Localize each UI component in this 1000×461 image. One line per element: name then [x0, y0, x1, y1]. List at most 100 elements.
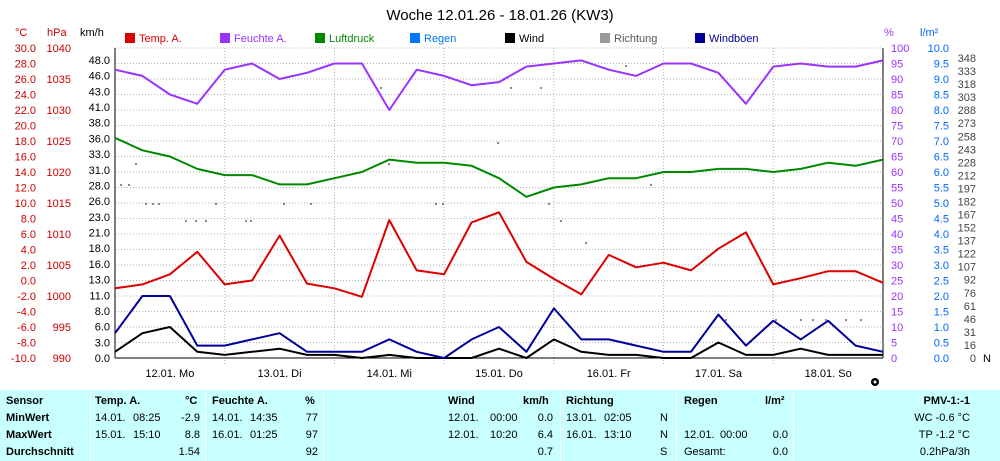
pressure-tick-label: 990: [53, 353, 71, 365]
header-wind: Wind: [448, 395, 475, 407]
humidity-tick-label: 45: [891, 214, 903, 226]
rain-tick-label: 2.5: [934, 276, 949, 288]
humidity-tick-label: 60: [891, 167, 903, 179]
direction-dot: [158, 203, 160, 205]
direction-dot: [380, 87, 382, 89]
temp-tick-label: 10.0: [15, 198, 36, 210]
pressure-unit-label: hPa: [47, 27, 67, 39]
label-max: MaxWert: [6, 429, 52, 441]
humidity-tick-label: 15: [891, 307, 903, 319]
direction-dot: [152, 203, 154, 205]
legend-swatch: [220, 33, 230, 43]
rain-tick-label: 2.0: [934, 291, 949, 303]
rain-tick-label: 7.5: [934, 121, 949, 133]
direction-tick-label: 273: [958, 118, 976, 130]
wind-tick-label: 43.0: [89, 86, 110, 98]
wind-tick-label: 13.0: [89, 275, 110, 287]
legend-label: Regen: [424, 33, 456, 45]
temp-tick-label: 24.0: [15, 90, 36, 102]
temp-tick-label: 28.0: [15, 59, 36, 71]
direction-tick-label: 107: [958, 262, 976, 274]
temp-tick-label: 18.0: [15, 136, 36, 148]
temp-tick-label: -4.0: [17, 307, 36, 319]
rain-tick-label: 0.0: [934, 353, 949, 365]
header-temp-unit: °C: [185, 395, 198, 407]
direction-dot: [205, 220, 207, 222]
x-tick-label: 17.01. Sa: [695, 368, 743, 380]
direction-tick-label: 212: [958, 170, 976, 182]
rain-tick-label: 3.0: [934, 260, 949, 272]
wind-tick-label: 28.0: [89, 180, 110, 192]
rain-tick-label: 6.5: [934, 152, 949, 164]
direction-tick-label: 197: [958, 183, 976, 195]
rain-tick-label: 3.5: [934, 245, 949, 257]
direction-dot: [548, 203, 550, 205]
temp-tick-label: 20.0: [15, 121, 36, 133]
temp-max-time: 15:10: [133, 429, 161, 441]
header-rain: Regen: [684, 395, 718, 407]
direction-dot: [128, 184, 130, 186]
wind-tick-label: 31.0: [89, 165, 110, 177]
direction-dot: [215, 203, 217, 205]
hum-max-date: 16.01.: [212, 429, 243, 441]
rain-tick-label: 7.0: [934, 136, 949, 148]
direction-dot: [310, 203, 312, 205]
pressure-tick-label: 1025: [47, 136, 71, 148]
humidity-tick-label: 20: [891, 291, 903, 303]
temp-tick-label: -10.0: [11, 353, 36, 365]
x-tick-label: 18.01. So: [805, 368, 852, 380]
wind-tick-label: 16.0: [89, 259, 110, 271]
temp-tick-label: 14.0: [15, 167, 36, 179]
wind-tick-label: 23.0: [89, 212, 110, 224]
rain-max-time: 00:00: [720, 429, 748, 441]
rain-tick-label: 5.0: [934, 198, 949, 210]
separator: [323, 390, 324, 461]
now-marker-center: [873, 380, 877, 384]
series-lines: [114, 59, 884, 359]
rain-tick-label: 4.0: [934, 229, 949, 241]
humidity-tick-label: 10: [891, 322, 903, 334]
direction-tick-label: 16: [964, 340, 976, 352]
rain-tick-label: 0.5: [934, 338, 949, 350]
pressure-tick-label: 1040: [47, 43, 71, 55]
temp-tick-label: -2.0: [17, 291, 36, 303]
direction-dot: [388, 163, 390, 165]
direction-tick-label: 348: [958, 53, 976, 65]
wind-tick-label: 6.0: [95, 322, 110, 334]
direction-tick-label: 303: [958, 92, 976, 104]
dir-min-value: N: [660, 412, 668, 424]
series-line-luftdruck: [114, 136, 884, 198]
x-tick-label: 12.01. Mo: [145, 368, 194, 380]
temp-unit-label: °C: [15, 27, 27, 39]
rain-tick-label: 1.0: [934, 322, 949, 334]
hum-max-value: 97: [305, 429, 318, 441]
temp-min-value: -2.9: [181, 412, 200, 424]
pressure-tick-label: 1035: [47, 74, 71, 86]
dir-max-time: 13:10: [604, 429, 632, 441]
hum-min-date: 14.01.: [212, 412, 243, 424]
hum-min-value: 77: [305, 412, 318, 424]
rain-total-label: Gesamt:: [684, 446, 726, 458]
pressure-tick-label: 1010: [47, 229, 71, 241]
direction-dot: [195, 220, 197, 222]
wind-max-time: 10:20: [490, 429, 518, 441]
humidity-tick-label: 75: [891, 121, 903, 133]
separator: [90, 390, 91, 461]
wind-tick-label: 48.0: [89, 55, 110, 67]
legend-swatch: [125, 33, 135, 43]
hum-max-time: 01:25: [250, 429, 278, 441]
temp-tick-label: 12.0: [15, 183, 36, 195]
direction-tick-label: 333: [958, 66, 976, 78]
direction-tick-label: 76: [964, 288, 976, 300]
wind-tick-label: 18.0: [89, 243, 110, 255]
direction-tick-label: 258: [958, 131, 976, 143]
series-line-windben: [114, 295, 884, 359]
rain-total-value: 0.0: [772, 446, 788, 458]
rain-max-value: 0.0: [772, 429, 788, 441]
direction-dot: [435, 203, 437, 205]
direction-tick-label: 318: [958, 79, 976, 91]
wind-tick-label: 36.0: [89, 133, 110, 145]
direction-dot: [185, 220, 187, 222]
temp-tick-label: -8.0: [17, 338, 36, 350]
x-tick-label: 15.01. Do: [475, 368, 523, 380]
